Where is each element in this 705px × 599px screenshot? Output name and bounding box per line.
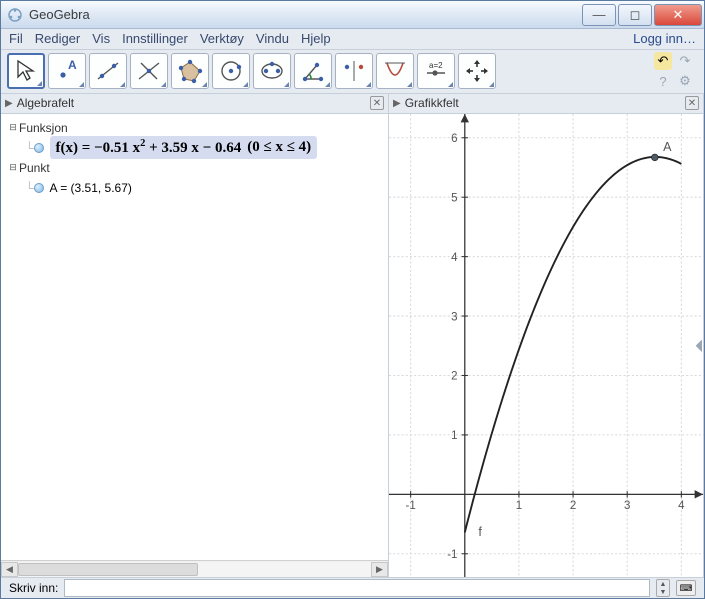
tree-item[interactable]: └ f(x) = −0.51 x2 + 3.59 x − 0.64(0 ≤ x … <box>7 138 382 158</box>
tool-slider[interactable]: a=2 <box>417 53 455 89</box>
tool-move[interactable] <box>7 53 45 89</box>
algebra-toggle-icon[interactable]: ▶ <box>5 98 13 109</box>
graphics-toggle-icon[interactable]: ▶ <box>393 98 401 109</box>
titlebar: GeoGebra — ◻ ✕ <box>1 1 704 29</box>
tool-line[interactable] <box>89 53 127 89</box>
algebra-panel-header: ▶ Algebrafelt ✕ <box>1 94 388 114</box>
algebra-panel-title: Algebrafelt <box>17 96 74 110</box>
scroll-right-icon[interactable]: ▶ <box>371 562 388 577</box>
tree-toggle-funksjon[interactable]: ⊟ <box>7 122 19 133</box>
content-area: ▶ Algebrafelt ✕ ⊟Funksjon└ f(x) = −0.51 … <box>1 94 704 578</box>
svg-text:-1: -1 <box>447 549 457 561</box>
tool-polygon[interactable] <box>171 53 209 89</box>
svg-text:a=2: a=2 <box>429 61 443 70</box>
svg-text:5: 5 <box>451 192 457 204</box>
help-icon[interactable]: ? <box>654 72 672 90</box>
menu-innstillinger[interactable]: Innstillinger <box>122 31 188 46</box>
menu-vis[interactable]: Vis <box>92 31 110 46</box>
tree-toggle-punkt[interactable]: ⊟ <box>7 162 19 173</box>
tool-perpendicular[interactable] <box>130 53 168 89</box>
svg-text:1: 1 <box>516 500 522 512</box>
app-window: GeoGebra — ◻ ✕ Fil Rediger Vis Innstillinge… <box>0 0 705 599</box>
svg-text:6: 6 <box>451 133 457 145</box>
tree-item[interactable]: └ A = (3.51, 5.67) <box>7 178 382 198</box>
svg-text:3: 3 <box>624 500 630 512</box>
tree-group-punkt[interactable]: Punkt <box>19 161 50 175</box>
svg-text:4: 4 <box>451 252 458 264</box>
tool-text[interactable] <box>376 53 414 89</box>
tool-movegraph[interactable] <box>458 53 496 89</box>
scroll-thumb[interactable] <box>18 563 198 576</box>
menu-fil[interactable]: Fil <box>9 31 23 46</box>
svg-text:-1: -1 <box>406 500 416 512</box>
menu-verktøy[interactable]: Verktøy <box>200 31 244 46</box>
input-label: Skriv inn: <box>9 581 58 595</box>
tree-group-funksjon[interactable]: Funksjon <box>19 121 68 135</box>
window-title: GeoGebra <box>29 7 580 22</box>
svg-text:A: A <box>68 58 77 72</box>
svg-text:4: 4 <box>678 500 685 512</box>
algebra-scrollbar[interactable]: ◀ ▶ <box>1 560 388 577</box>
svg-text:f: f <box>478 525 482 539</box>
algebra-tree: ⊟Funksjon└ f(x) = −0.51 x2 + 3.59 x − 0.… <box>1 114 388 561</box>
tool-reflect[interactable] <box>335 53 373 89</box>
login-link[interactable]: Logg inn… <box>633 31 696 46</box>
redo-icon[interactable]: ↷ <box>676 52 694 70</box>
scroll-track[interactable] <box>18 562 371 577</box>
tool-circle[interactable] <box>212 53 250 89</box>
graphics-panel-title: Grafikkfelt <box>405 96 459 110</box>
close-button[interactable]: ✕ <box>654 4 702 26</box>
algebra-close-icon[interactable]: ✕ <box>370 96 384 110</box>
svg-text:1: 1 <box>451 430 457 442</box>
graphics-view[interactable]: -1 1 2 3 4 -1 1 2 3 4 5 6 f A <box>389 114 703 578</box>
tool-angle[interactable] <box>294 53 332 89</box>
toolbar: Aa=2 ↶ ↷ ? ⚙ <box>1 50 704 94</box>
tool-point[interactable]: A <box>48 53 86 89</box>
graphics-panel: ▶ Grafikkfelt ✕ -1 1 2 3 4 -1 1 2 3 4 5 6 f A <box>389 94 704 578</box>
input-bar: Skriv inn: ▲▼ ⌨ <box>1 577 704 598</box>
menu-rediger[interactable]: Rediger <box>35 31 81 46</box>
settings-gear-icon[interactable]: ⚙ <box>676 72 694 90</box>
svg-text:2: 2 <box>451 370 457 382</box>
graph-canvas[interactable]: -1 1 2 3 4 -1 1 2 3 4 5 6 f A <box>389 114 703 578</box>
virtual-keyboard-icon[interactable]: ⌨ <box>676 580 696 596</box>
svg-text:A: A <box>663 140 672 154</box>
toolbar-right: ↶ ↷ ? ⚙ <box>654 52 698 90</box>
menu-hjelp[interactable]: Hjelp <box>301 31 331 46</box>
command-input[interactable] <box>64 579 650 597</box>
maximize-button[interactable]: ◻ <box>618 4 652 26</box>
tool-ellipse[interactable] <box>253 53 291 89</box>
window-controls: — ◻ ✕ <box>580 4 702 26</box>
undo-icon[interactable]: ↶ <box>654 52 672 70</box>
menu-vindu[interactable]: Vindu <box>256 31 289 46</box>
input-history-stepper[interactable]: ▲▼ <box>656 579 670 597</box>
app-logo-icon <box>7 7 23 23</box>
svg-text:2: 2 <box>570 500 576 512</box>
object-visibility-icon[interactable] <box>34 183 44 193</box>
algebra-panel: ▶ Algebrafelt ✕ ⊟Funksjon└ f(x) = −0.51 … <box>1 94 389 578</box>
menubar: Fil Rediger Vis Innstillinger Verktøy Vindu Hj… <box>1 29 704 50</box>
svg-text:3: 3 <box>451 311 457 323</box>
minimize-button[interactable]: — <box>582 4 616 26</box>
object-visibility-icon[interactable] <box>34 143 44 153</box>
graphics-panel-header: ▶ Grafikkfelt ✕ <box>389 94 703 114</box>
scroll-left-icon[interactable]: ◀ <box>1 562 18 577</box>
graphics-close-icon[interactable]: ✕ <box>685 96 699 110</box>
